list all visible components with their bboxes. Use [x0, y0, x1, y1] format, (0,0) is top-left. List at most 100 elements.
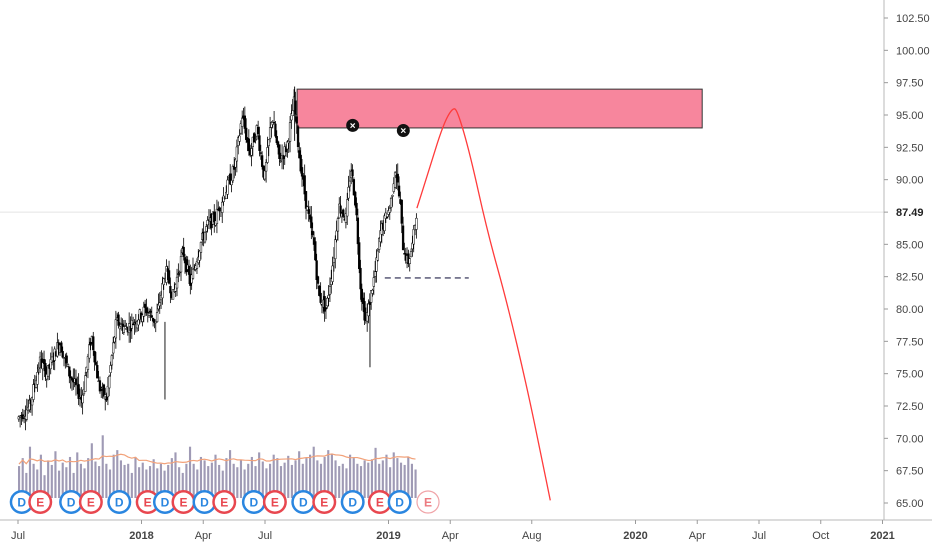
candle-body	[316, 276, 320, 284]
volume-bar	[236, 467, 239, 498]
candle-body	[258, 135, 261, 151]
volume-bar	[87, 458, 90, 498]
x-tick-label: 2021	[870, 530, 894, 542]
volume-bar	[316, 460, 319, 498]
candle-body	[50, 356, 54, 363]
candle-body	[307, 209, 310, 214]
volume-bar	[112, 454, 115, 498]
volume-bar	[298, 451, 301, 498]
candle-body	[153, 319, 156, 323]
candle-body	[300, 167, 304, 177]
candle-body	[187, 266, 191, 275]
candle-body	[225, 191, 228, 199]
volume-bar	[134, 456, 137, 498]
candle-body	[105, 396, 108, 401]
candle-body	[339, 205, 342, 214]
candle-body	[141, 314, 144, 322]
candle-body	[112, 342, 115, 354]
candle-body	[327, 295, 330, 299]
volume-bar	[188, 446, 192, 498]
dividend-icon	[155, 492, 175, 512]
candle-body	[344, 213, 348, 223]
candle-body	[122, 326, 125, 333]
y-tick-label: 80.00	[896, 304, 924, 316]
candle-body	[100, 389, 103, 391]
dividend-label: D	[395, 496, 404, 510]
candle-body	[182, 246, 185, 257]
candle-body	[312, 237, 316, 245]
volume-bar	[392, 452, 395, 498]
dividend-icon	[61, 492, 81, 512]
candle-body	[306, 206, 309, 211]
volume-bar	[389, 467, 392, 498]
volume-bar	[101, 435, 104, 498]
candle-body	[304, 191, 308, 209]
earnings-icon	[173, 492, 193, 512]
candle-body	[142, 306, 145, 317]
volume-bar	[167, 464, 170, 498]
candle-body	[229, 173, 232, 185]
x-tick-label: Apr	[689, 530, 706, 542]
volume-bar	[312, 446, 315, 498]
earnings-label: E	[320, 496, 328, 510]
volume-bar	[94, 461, 97, 498]
volume-bar	[261, 461, 264, 498]
candle-body	[45, 374, 48, 380]
volume-bar	[108, 469, 112, 498]
candle-body	[247, 138, 250, 152]
candle-body	[360, 288, 364, 302]
volume-bar	[105, 463, 108, 498]
candle-body	[25, 409, 28, 420]
dividend-icon	[390, 492, 410, 512]
candle-body	[412, 229, 415, 245]
candle-body	[331, 265, 334, 282]
peak-marker-icon	[346, 118, 360, 132]
candle-body	[241, 117, 244, 127]
candle-body	[74, 378, 78, 386]
candle-body	[328, 286, 332, 295]
candle-body	[106, 385, 110, 398]
volume-bar	[410, 463, 414, 498]
peak-marker-icon	[396, 124, 410, 138]
candle-body	[400, 199, 403, 224]
candle-body	[408, 258, 411, 264]
candle-body	[30, 397, 34, 406]
x-tick-label: Jul	[11, 530, 25, 542]
y-tick-label: 95.00	[896, 110, 924, 122]
candle-body	[166, 268, 169, 272]
candle-body	[233, 166, 236, 170]
candle-body	[118, 325, 122, 330]
candle-body	[356, 217, 360, 245]
candle-body	[69, 376, 72, 379]
earnings-icon	[138, 492, 158, 512]
volume-bar	[98, 466, 101, 498]
candle-body	[114, 319, 118, 339]
candle-body	[171, 289, 175, 300]
volume-bar	[65, 467, 68, 498]
volume-bar	[338, 466, 341, 498]
earnings-label: E	[424, 496, 432, 510]
candle-body	[221, 201, 224, 213]
earnings-label: E	[36, 496, 44, 510]
volume-bar	[79, 463, 82, 498]
last-price-label: 87.49	[896, 207, 924, 219]
candle-body	[234, 159, 237, 168]
candle-body	[274, 123, 277, 137]
candle-body	[377, 238, 381, 250]
candle-body	[155, 312, 159, 323]
volume-bar	[381, 460, 384, 498]
volume-bar	[232, 463, 235, 498]
candle-body	[391, 194, 394, 197]
earnings-icon	[81, 492, 101, 512]
candle-body	[117, 314, 120, 326]
candle-body	[137, 319, 140, 326]
candle-body	[177, 273, 180, 275]
candle-body	[291, 110, 294, 117]
volume-bar	[47, 460, 50, 498]
volume-bar	[279, 466, 283, 498]
volume-bar	[159, 463, 163, 498]
dividend-icon	[109, 492, 129, 512]
volume-bar	[174, 452, 177, 498]
candle-body	[415, 217, 418, 230]
